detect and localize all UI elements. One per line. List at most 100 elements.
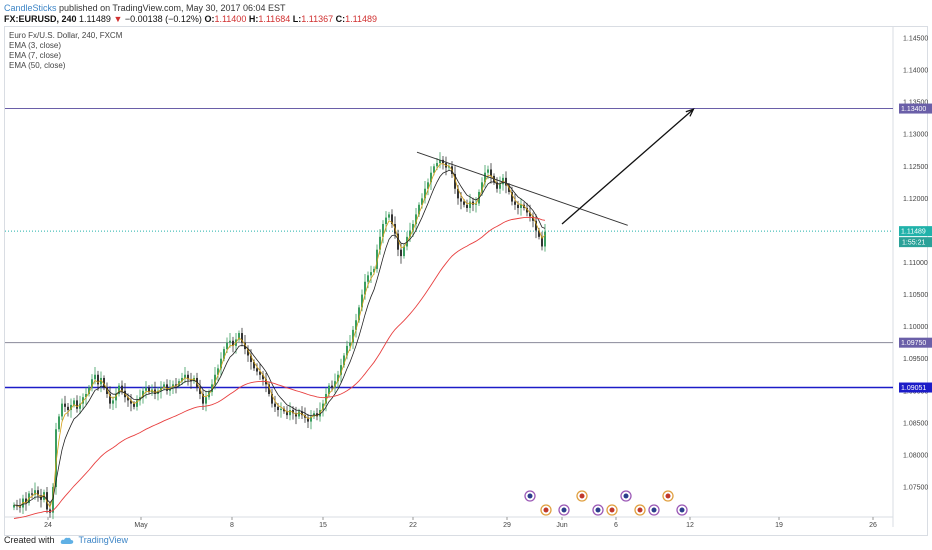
close-value: 1.11489 <box>345 14 377 24</box>
candle-body <box>73 400 75 405</box>
low-value: 1.11367 <box>301 14 334 24</box>
candle-body <box>337 374 339 382</box>
candle-body <box>271 393 273 404</box>
candle-body <box>112 400 114 404</box>
candle-body <box>508 185 510 192</box>
candle-body <box>286 411 288 416</box>
candle-body <box>421 198 423 205</box>
candle-body <box>115 393 117 401</box>
support-1-price-label-bg <box>899 337 932 348</box>
candle-body <box>31 493 33 495</box>
candle-body <box>166 384 168 391</box>
candle-body <box>175 384 177 386</box>
candle-body <box>325 393 327 404</box>
candle-body <box>376 249 378 269</box>
candle-body <box>403 246 405 257</box>
candle-body <box>214 374 216 385</box>
candle-body <box>136 400 138 407</box>
candle-body <box>469 201 471 208</box>
candle-body <box>463 201 465 205</box>
candle-body <box>292 410 294 414</box>
author-link[interactable]: CandleSticks <box>4 3 57 13</box>
candle-body <box>250 355 252 362</box>
created-with-text: Created with <box>4 535 55 545</box>
candle-body <box>379 236 381 250</box>
y-tick-label: 1.10000 <box>903 324 928 331</box>
tradingview-brand[interactable]: TradingView <box>78 535 129 545</box>
candle-body <box>238 333 240 340</box>
countdown-label: 1:55:21 <box>902 240 925 247</box>
y-tick-label: 1.10500 <box>903 292 928 299</box>
legend-ema-3[interactable]: EMA (3, close) <box>9 41 62 50</box>
candle-body <box>316 413 318 417</box>
candle-body <box>430 172 432 183</box>
support-1-price-label: 1.09750 <box>901 340 926 347</box>
candle-body <box>412 224 414 231</box>
high-value: 1.11684 <box>258 14 291 24</box>
down-trendline[interactable] <box>416 151 628 226</box>
y-tick-label: 1.11000 <box>903 260 928 267</box>
ema-50-line <box>13 216 546 519</box>
candle-body <box>457 188 459 199</box>
candle-body <box>520 204 522 208</box>
projection-arrow-line[interactable] <box>561 108 694 225</box>
candle-body <box>256 368 258 372</box>
candle-body <box>499 184 501 189</box>
last-price-label: 1.11489 <box>901 229 926 236</box>
candle-body <box>133 403 135 407</box>
candle-body <box>247 349 249 356</box>
candle-body <box>391 214 393 225</box>
candle-body <box>229 340 231 343</box>
candle-body <box>385 217 387 225</box>
candle-body <box>274 403 276 407</box>
candle-body <box>415 214 417 225</box>
candle-body <box>448 166 450 168</box>
candle-body <box>88 387 90 394</box>
candle-body <box>307 417 309 422</box>
candle-body <box>199 387 201 394</box>
resistance-price-label-bg <box>899 103 932 114</box>
candle-body <box>436 163 438 167</box>
candle-body <box>340 365 342 375</box>
candle-body <box>232 340 234 346</box>
candle-body <box>427 182 429 189</box>
candle-body <box>328 385 330 394</box>
candle-body <box>364 281 366 295</box>
candle-body <box>331 385 333 388</box>
chart-legend: Euro Fx/U.S. Dollar, 240, FXCM EMA (3, c… <box>9 31 122 71</box>
candle-body <box>202 393 204 404</box>
candle-body <box>346 345 348 356</box>
last-price-label-bg <box>899 226 932 237</box>
ema-3-line <box>13 163 546 509</box>
x-tick-label: 19 <box>775 522 783 529</box>
candle-body <box>355 320 357 330</box>
symbol: FX:EURUSD, 240 <box>4 14 77 24</box>
candle-body <box>352 329 354 343</box>
legend-ema-7[interactable]: EMA (7, close) <box>9 51 62 60</box>
candle-body <box>301 411 303 416</box>
x-tick-label: May <box>134 522 148 529</box>
candle-body <box>259 371 261 375</box>
candle-body <box>511 191 513 202</box>
legend-ema-50[interactable]: EMA (50, close) <box>9 61 66 70</box>
event-flag-icon <box>623 493 629 499</box>
candle-body <box>220 358 222 369</box>
candle-body <box>262 374 264 380</box>
event-flag-icon <box>665 493 671 499</box>
symbol-line: FX:EURUSD, 240 1.11489 ▼ −0.00138 (−0.12… <box>4 14 377 24</box>
y-tick-label: 1.13500 <box>903 100 928 107</box>
ema-7-line <box>13 169 546 507</box>
candle-body <box>109 393 111 404</box>
resistance-price-label: 1.13400 <box>901 106 926 113</box>
candle-body <box>370 272 372 276</box>
candle-body <box>505 177 507 186</box>
event-flag-icon <box>527 493 533 499</box>
candle-body <box>310 416 312 422</box>
candle-body <box>142 390 144 398</box>
candle-body <box>226 342 228 350</box>
candle-body <box>46 492 48 510</box>
candle-body <box>544 231 546 247</box>
candle-body <box>127 397 129 401</box>
y-tick-label: 1.12000 <box>903 196 928 203</box>
